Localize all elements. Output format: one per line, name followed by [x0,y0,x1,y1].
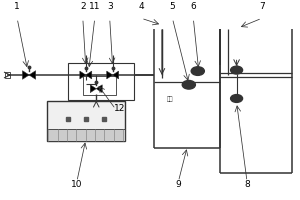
Circle shape [191,67,204,75]
Bar [83,76,116,95]
Text: 5: 5 [169,2,175,11]
Polygon shape [86,71,92,79]
Bar [47,129,124,141]
Circle shape [231,95,243,102]
Text: 1: 1 [14,2,20,11]
Text: 8: 8 [244,180,250,189]
Bar [47,101,124,141]
Polygon shape [96,85,102,93]
Text: 4: 4 [138,2,144,11]
Circle shape [182,80,195,89]
Polygon shape [107,71,113,79]
Bar [68,63,134,100]
Polygon shape [22,71,29,79]
Polygon shape [80,71,86,79]
Polygon shape [29,71,36,79]
Text: 11: 11 [89,2,100,11]
Polygon shape [90,85,96,93]
Text: 7: 7 [259,2,265,11]
Polygon shape [113,71,118,79]
Text: 10: 10 [71,180,82,189]
Text: 3: 3 [107,2,112,11]
Text: 12: 12 [114,104,125,113]
Text: 6: 6 [190,2,196,11]
Text: 液位: 液位 [167,97,173,102]
Text: 9: 9 [176,180,181,189]
Circle shape [231,66,243,74]
Bar [5,72,10,78]
Text: 2: 2 [80,2,86,11]
